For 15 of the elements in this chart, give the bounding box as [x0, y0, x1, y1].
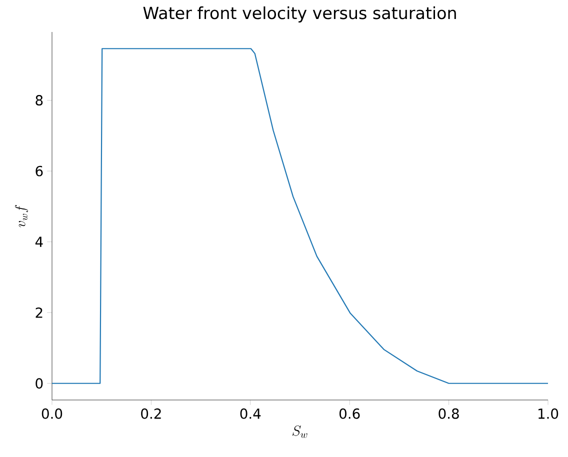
x-tick-label: 0.6: [340, 408, 360, 419]
line-series: [52, 48, 548, 384]
chart-title: Water front velocity versus saturation: [143, 6, 456, 22]
y-tick-label: 6: [36, 166, 43, 176]
x-tick-label: 0.0: [42, 408, 62, 419]
x-axis-title: $S_w$: [292, 425, 308, 438]
y-axis-title: $v_w f$: [15, 205, 28, 228]
x-tick-label: 1.0: [538, 408, 558, 419]
x-tick-label: 0.2: [141, 408, 161, 419]
y-tick-label: 0: [36, 378, 43, 389]
x-tick-label: 0.8: [438, 408, 459, 419]
y-tick-label: 2: [36, 307, 42, 318]
y-tick-label: 8: [36, 95, 43, 106]
x-tick-label: 0.4: [240, 408, 261, 419]
y-tick-label: 4: [35, 236, 43, 247]
